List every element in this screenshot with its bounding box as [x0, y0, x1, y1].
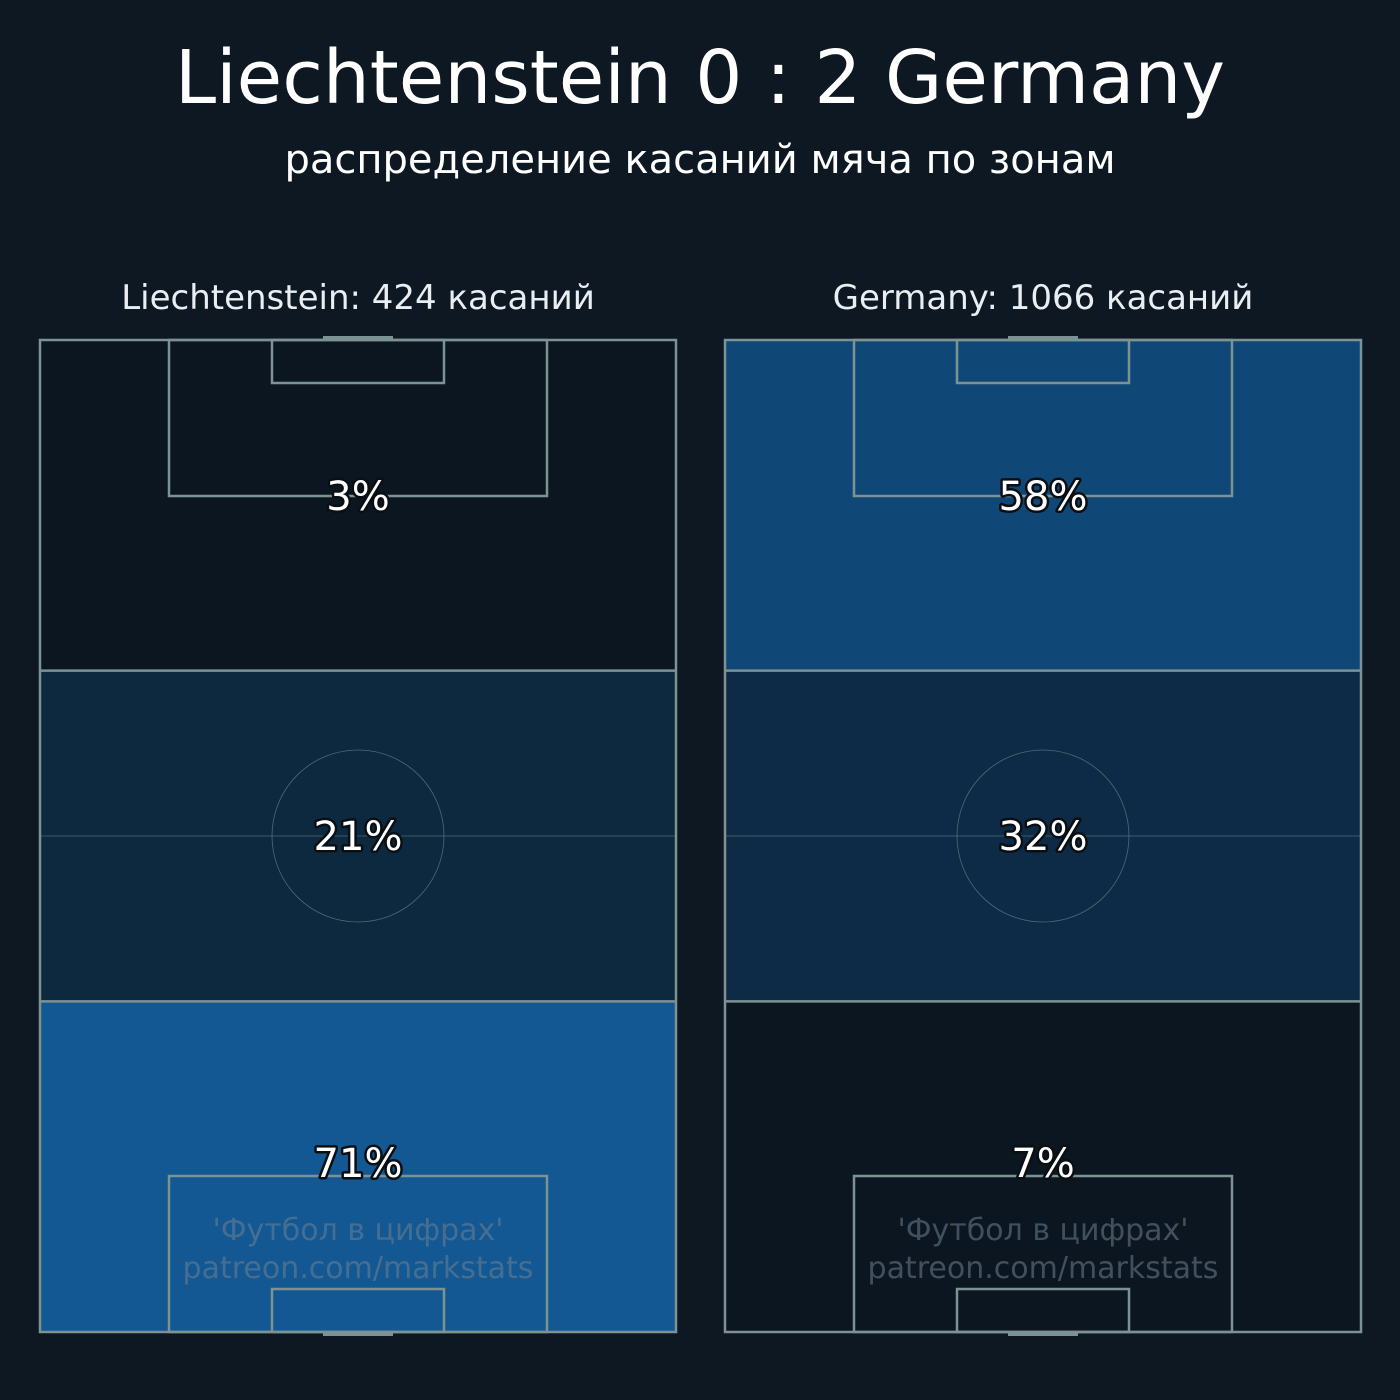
- zone-label-liechtenstein-1: 3%: [326, 474, 389, 520]
- zone-label-liechtenstein-3: 71%: [314, 1141, 403, 1187]
- watermark-line1: 'Футбол в цифрах': [212, 1213, 503, 1248]
- zone-label-liechtenstein-2: 21%: [314, 814, 403, 860]
- zone-label-germany-2: 32%: [999, 814, 1088, 860]
- pitch-markings: [38, 336, 678, 1336]
- zone-label-germany-3: 7%: [1011, 1141, 1074, 1187]
- zone-germany-3: [725, 1001, 1361, 1332]
- chart-title: Liechtenstein 0 : 2 Germany: [174, 35, 1226, 121]
- pitch-germany: 'Футбол в цифрах'patreon.com/markstats 58…: [723, 336, 1363, 1336]
- watermark-line1: 'Футбол в цифрах': [897, 1213, 1188, 1248]
- zone-liechtenstein-3: [40, 1001, 676, 1332]
- pitch-liechtenstein: 'Футбол в цифрах'patreon.com/markstats 3%…: [38, 336, 678, 1336]
- centre-circle: [956, 749, 1130, 923]
- chart-subtitle: распределение касаний мяча по зонам: [284, 137, 1116, 183]
- watermark-line2: patreon.com/markstats: [868, 1251, 1219, 1286]
- pitch-markings: [723, 336, 1363, 1336]
- zone-label-germany-1: 58%: [999, 474, 1088, 520]
- panel-title-germany: Germany: 1066 касаний: [832, 278, 1254, 318]
- panel-title-liechtenstein: Liechtenstein: 424 касаний: [121, 278, 595, 318]
- centre-circle: [271, 749, 445, 923]
- watermark-line2: patreon.com/markstats: [183, 1251, 534, 1286]
- zone-germany-1: [725, 340, 1361, 671]
- zone-liechtenstein-1: [40, 340, 676, 671]
